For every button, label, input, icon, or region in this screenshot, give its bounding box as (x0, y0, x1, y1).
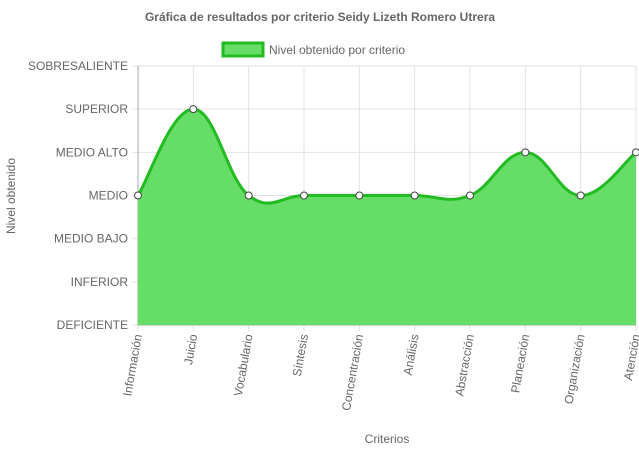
data-point (134, 191, 142, 200)
x-tick-label: Abstracción (452, 333, 477, 397)
data-point (466, 191, 474, 200)
y-tick-label: DEFICIENTE (57, 318, 128, 332)
y-tick-label: INFERIOR (71, 275, 129, 289)
x-tick-label: Atención (621, 333, 639, 381)
y-axis-ticks: DEFICIENTE INFERIOR MEDIO BAJO MEDIO MEDIO A… (28, 59, 128, 332)
series-fill (138, 109, 636, 326)
series-line (136, 107, 637, 205)
data-point (355, 191, 364, 200)
x-tick-label: Análisis (401, 333, 422, 376)
data-point (632, 148, 639, 157)
x-axis-title: Criterios (365, 432, 410, 446)
x-tick-label: Síntesis (290, 333, 311, 377)
legend-swatch (221, 41, 265, 58)
y-tick-label: SOBRESALIENTE (28, 59, 128, 73)
x-tick-label: Planeación (508, 333, 532, 394)
chart-title: Gráfica de resultados por criterio Seidy… (145, 10, 495, 24)
x-tick-label: Organización (562, 333, 588, 405)
data-point (521, 148, 530, 157)
legend-label: Nivel obtenido por criterio (269, 43, 405, 57)
legend[interactable]: Nivel obtenido por criterio (221, 41, 405, 58)
y-tick-label: SUPERIOR (65, 102, 128, 116)
y-tick-label: MEDIO (89, 189, 128, 203)
x-tick-label: Información (120, 333, 145, 397)
data-point (300, 191, 308, 200)
data-point (576, 191, 585, 200)
x-tick-label: Juicio (181, 333, 200, 366)
data-point (189, 105, 198, 114)
y-tick-label: MEDIO ALTO (56, 145, 128, 159)
series-area (136, 107, 637, 326)
y-tick-label: MEDIO BAJO (54, 232, 128, 246)
data-points (134, 105, 639, 200)
x-axis-ticks: Información Juicio Vocabulario Síntesis Conc… (120, 333, 639, 412)
x-tick-label: Vocabulario (231, 333, 256, 398)
data-point (410, 191, 419, 200)
x-tick-label: Concentración (339, 333, 366, 412)
data-point (244, 191, 253, 200)
y-axis-title: Nivel obtenido (4, 158, 18, 234)
